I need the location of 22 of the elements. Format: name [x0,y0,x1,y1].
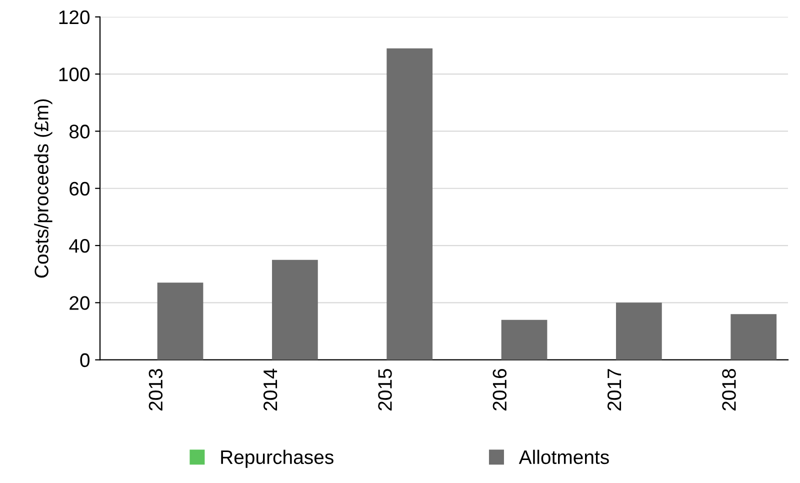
bar [616,302,662,360]
bar [386,48,433,360]
y-tick-label: 120 [59,10,90,24]
y-tick-label: 80 [69,124,90,138]
y-tick-label: 20 [70,296,90,310]
legend-label: Repurchases [221,450,334,468]
x-tick-label: 2014 [263,368,278,410]
bar [501,320,548,360]
y-tick-label: 100 [59,68,90,82]
y-tick-label: 40 [69,238,90,253]
x-tick-label: 2013 [148,369,163,410]
x-tick-label: 2015 [378,368,392,410]
x-tick-label: 2017 [607,369,622,410]
legend-label: Allotments [518,450,609,464]
y-axis-title: Costs/proceeds (£m) [34,99,52,278]
x-tick-label: 2016 [492,369,507,410]
y-tick-label: 60 [70,182,90,196]
bar [730,314,777,360]
bar [157,282,204,360]
bar [272,260,318,360]
x-tick-label: 2018 [722,369,736,410]
y-tick-label: 0 [80,353,90,368]
